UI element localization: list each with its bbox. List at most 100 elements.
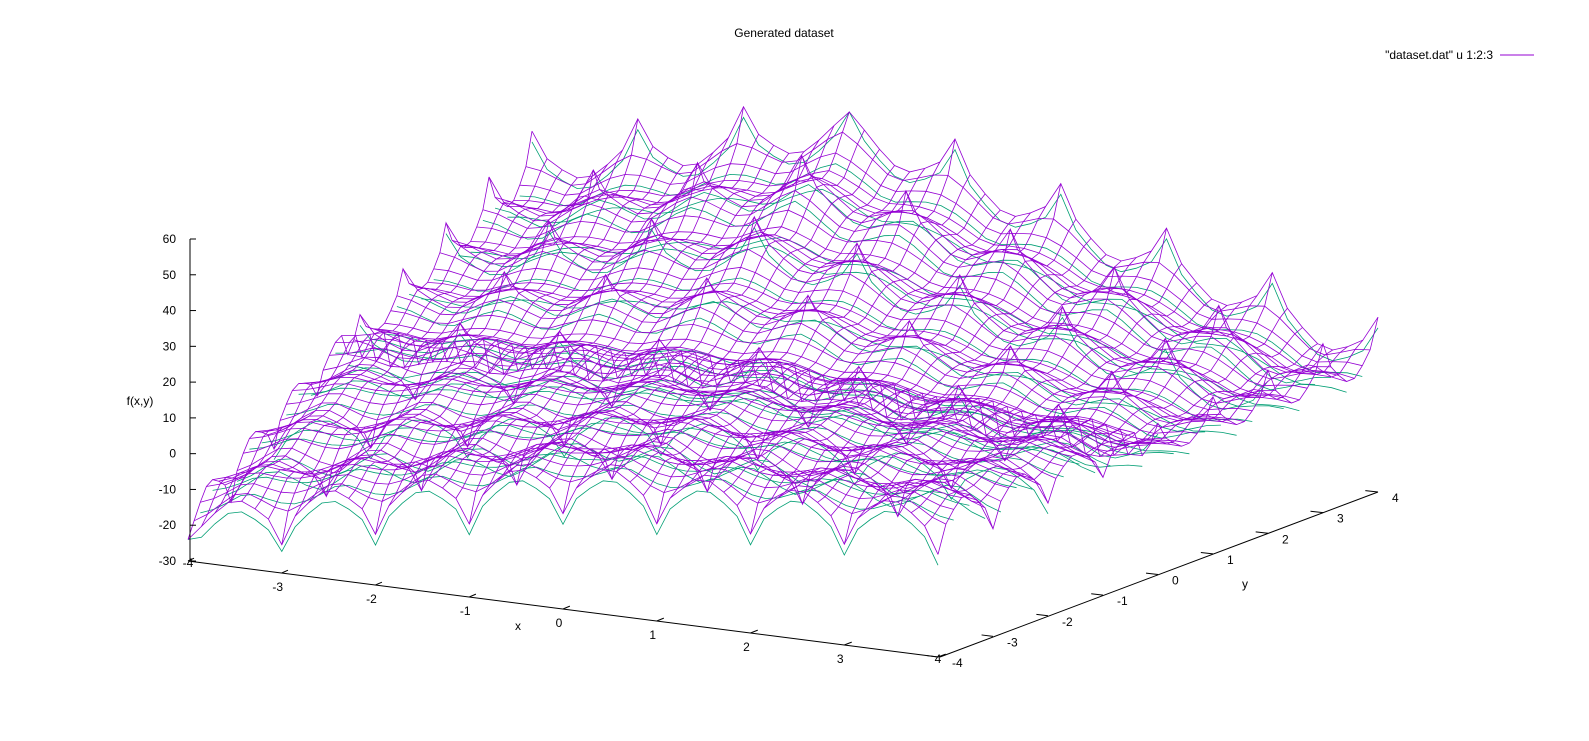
- y-tick-mark: [1310, 510, 1324, 514]
- x-tick-mark: [281, 569, 289, 574]
- mesh-line-y: [777, 282, 1197, 499]
- underside-line: [507, 188, 1347, 393]
- mesh-line-y: [482, 129, 865, 496]
- mesh-line-y: [710, 260, 1122, 483]
- mesh-line-y: [870, 327, 1303, 509]
- underside-line: [458, 244, 1284, 409]
- underside-line: [200, 466, 954, 521]
- y-axis: -4 -3 -2 -1 0 1 2 3 4 y: [926, 490, 1399, 670]
- mesh-line-y: [187, 131, 533, 540]
- z-tick-label: -10: [159, 482, 177, 496]
- mesh-line-y: [455, 125, 835, 499]
- mesh-line-y: [669, 218, 1077, 499]
- y-tick-label: -2: [1062, 615, 1073, 629]
- y-tick-label: -4: [952, 656, 963, 670]
- x-tick-mark: [844, 641, 852, 646]
- x-tick-label: 1: [649, 628, 656, 642]
- y-tick-label: -3: [1007, 635, 1018, 649]
- mesh-line-y: [214, 169, 563, 514]
- underside-line: [187, 480, 939, 566]
- mesh-line-y: [495, 149, 880, 483]
- mesh-line-y: [616, 216, 1016, 472]
- mesh-line-y: [428, 151, 805, 481]
- mesh-line-y: [723, 257, 1137, 493]
- mesh-line-y: [696, 254, 1107, 481]
- mesh-line-y: [576, 174, 971, 489]
- z-axis-ticks: -30 -20 -10 0 10 20 30 40 50 60: [159, 232, 196, 568]
- x-tick-label: 3: [837, 652, 844, 666]
- mesh-line-y: [535, 168, 926, 478]
- y-tick-label: 0: [1172, 574, 1179, 588]
- mesh-line-y: [843, 272, 1273, 545]
- y-tick-mark: [981, 634, 994, 637]
- mesh-line-y: [348, 152, 714, 499]
- y-tick-mark: [1365, 490, 1379, 493]
- y-axis-line: [939, 491, 1379, 658]
- mesh-line-y: [817, 301, 1243, 503]
- mesh-line-y: [375, 106, 744, 535]
- mesh-line-y: [803, 305, 1228, 493]
- mesh-line-y: [509, 165, 895, 472]
- x-tick-mark: [562, 605, 571, 610]
- y-tick-mark: [1200, 551, 1214, 555]
- underside-line: [347, 364, 1143, 468]
- mesh-line-y: [629, 212, 1031, 483]
- mesh-line-y: [763, 263, 1182, 509]
- mesh-line-y: [549, 161, 941, 489]
- z-axis: -30 -20 -10 0 10 20 30 40 50 60 f(x,y): [127, 232, 196, 568]
- mesh-line-x: [396, 295, 1206, 428]
- z-axis-label: f(x,y): [127, 394, 154, 408]
- z-tick-label: -30: [159, 554, 177, 568]
- underside-line: [396, 306, 1206, 439]
- underside-line: [359, 325, 1159, 459]
- underside-line: [310, 380, 1096, 474]
- y-tick-label: 4: [1392, 491, 1399, 505]
- underside-line: [531, 111, 1379, 362]
- underside-line: [494, 184, 1331, 384]
- mesh-line-y: [254, 164, 608, 510]
- mesh-line-y: [656, 183, 1062, 524]
- mesh-line-y: [335, 163, 699, 492]
- z-tick-label: 30: [163, 339, 177, 353]
- mesh-line-y: [643, 206, 1046, 496]
- mesh-line-y: [241, 175, 593, 502]
- underside-line: [298, 387, 1080, 465]
- z-tick-label: 40: [163, 304, 177, 318]
- x-tick-mark: [656, 617, 665, 622]
- x-tick-mark: [187, 557, 195, 562]
- underside-line: [433, 277, 1253, 422]
- mesh-line-y: [308, 157, 669, 504]
- mesh-line-y: [750, 228, 1167, 535]
- x-tick-mark: [750, 629, 758, 634]
- mesh-line-y: [227, 177, 578, 503]
- x-tick-mark: [469, 593, 477, 598]
- mesh-line-y: [857, 308, 1288, 519]
- legend-label: "dataset.dat" u 1:2:3: [1385, 48, 1493, 62]
- mesh-line-y: [468, 111, 850, 525]
- mesh-line-y: [294, 146, 654, 517]
- x-tick-mark: [375, 581, 383, 586]
- x-tick-label: -3: [272, 580, 283, 594]
- y-tick-label: -1: [1117, 594, 1128, 608]
- underside-line: [482, 200, 1316, 391]
- z-tick-label: 0: [169, 447, 176, 461]
- underside-line: [286, 404, 1064, 478]
- mesh-line-y: [830, 295, 1258, 516]
- mesh-line-y: [589, 193, 986, 478]
- x-tick-label: -2: [366, 592, 377, 606]
- x-axis-ticks: -4 -3 -2 -1 0 1 2 3 4: [183, 556, 946, 666]
- mesh-line-y: [321, 165, 684, 493]
- y-tick-label: 1: [1227, 553, 1234, 567]
- y-axis-label: y: [1242, 577, 1248, 591]
- y-axis-ticks: -4 -3 -2 -1 0 1 2 3 4: [926, 490, 1399, 670]
- z-tick-label: 60: [163, 232, 177, 246]
- mesh-line-x: [525, 131, 1371, 356]
- mesh-line-y: [401, 145, 775, 493]
- y-tick-label: 2: [1282, 532, 1289, 546]
- z-tick-label: -20: [159, 518, 177, 532]
- x-tick-label: -1: [460, 604, 471, 618]
- mesh-line-y: [897, 349, 1333, 503]
- mesh-line-x: [494, 173, 1331, 373]
- y-tick-mark: [926, 655, 939, 658]
